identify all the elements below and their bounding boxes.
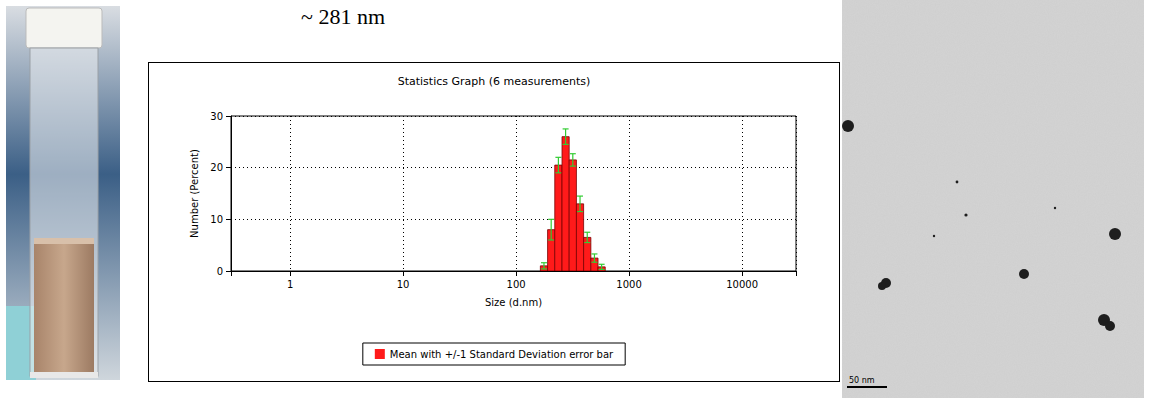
svg-text:100: 100 [507,279,526,290]
svg-text:10: 10 [210,214,223,225]
svg-text:10000: 10000 [726,279,758,290]
html-text:~ 281 nm: ~ 281 nm [301,4,385,29]
svg-text:20: 20 [210,162,223,173]
svg-text:Mean with +/-1 Standard Deviat: Mean with +/-1 Standard Deviation error … [390,349,614,360]
svg-text:10: 10 [397,279,410,290]
svg-text:50 nm: 50 nm [849,376,875,385]
svg-text:30: 30 [210,111,223,122]
svg-text:1: 1 [287,279,293,290]
svg-text:Number (Percent): Number (Percent) [189,149,200,238]
svg-text:0: 0 [217,266,223,277]
svg-text:Statistics Graph (6 measuremen: Statistics Graph (6 measurements) [398,75,591,88]
svg-text:1000: 1000 [616,279,641,290]
svg-text:Size (d.nm): Size (d.nm) [485,297,542,308]
